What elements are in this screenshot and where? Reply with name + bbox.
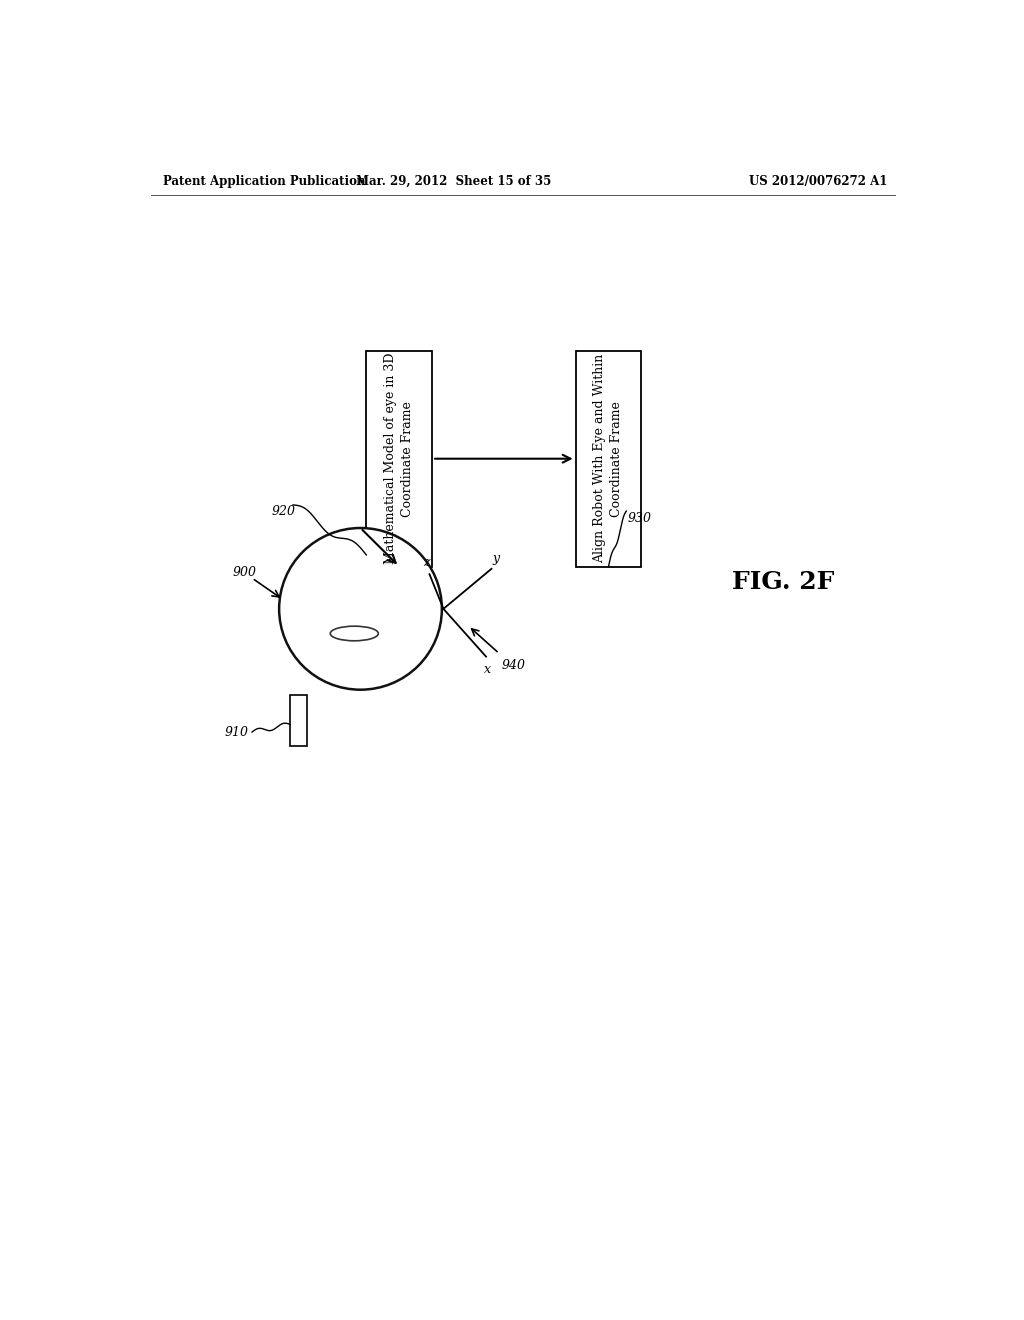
Text: 940: 940 xyxy=(502,659,525,672)
Text: Mar. 29, 2012  Sheet 15 of 35: Mar. 29, 2012 Sheet 15 of 35 xyxy=(356,176,551,187)
Circle shape xyxy=(280,528,442,690)
Bar xyxy=(367,351,432,566)
Text: y: y xyxy=(493,552,500,565)
Text: z: z xyxy=(423,556,430,569)
Text: Align Robot With Eye and Within
Coordinate Frame: Align Robot With Eye and Within Coordina… xyxy=(594,354,624,564)
Text: 930: 930 xyxy=(628,512,652,525)
Text: 910: 910 xyxy=(224,726,248,739)
Ellipse shape xyxy=(331,626,378,640)
Text: 900: 900 xyxy=(232,566,257,579)
Bar xyxy=(290,696,307,746)
Text: 920: 920 xyxy=(271,504,295,517)
Text: Patent Application Publication: Patent Application Publication xyxy=(163,176,366,187)
Text: Mathematical Model of eye in 3D
Coordinate Frame: Mathematical Model of eye in 3D Coordina… xyxy=(384,352,415,565)
Text: x: x xyxy=(484,663,492,676)
Bar xyxy=(575,351,641,566)
Text: US 2012/0076272 A1: US 2012/0076272 A1 xyxy=(750,176,888,187)
Text: FIG. 2F: FIG. 2F xyxy=(732,570,835,594)
